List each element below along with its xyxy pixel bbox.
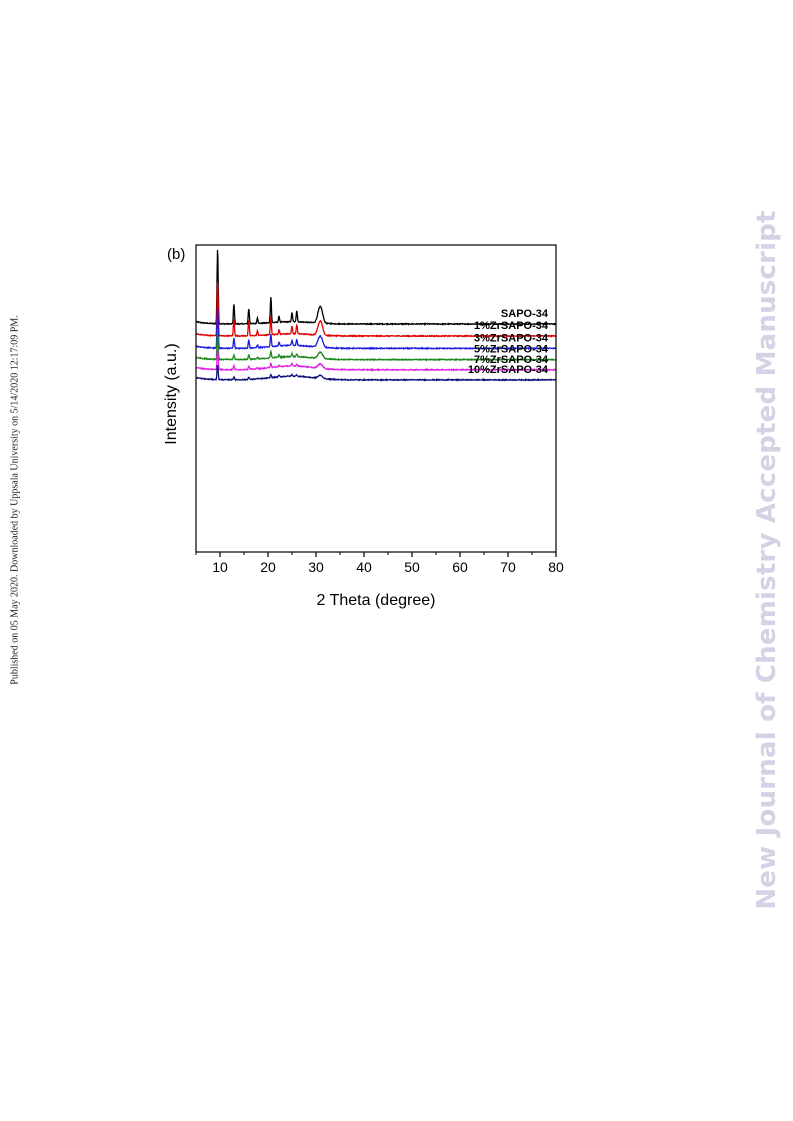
x-tick-label-5: 60 <box>452 559 468 575</box>
series-label-2: 3%ZrSAPO-34 <box>474 332 549 344</box>
journal-watermark: New Journal of Chemistry Accepted Manusc… <box>752 210 782 910</box>
series-layer <box>195 249 557 382</box>
x-tick-label-0: 10 <box>212 559 228 575</box>
y-axis-label: Intensity (a.u.) <box>163 343 180 444</box>
series-label-3: 5%ZrSAPO-34 <box>474 344 549 356</box>
series-line-0 <box>195 249 557 326</box>
x-tick-label-7: 80 <box>548 559 564 575</box>
series-line-3 <box>196 332 556 362</box>
series-label-4: 7%ZrSAPO-34 <box>474 354 549 366</box>
download-note: Published on 05 May 2020. Downloaded by … <box>9 315 21 685</box>
series-line-2 <box>195 307 556 351</box>
panel-label: (b) <box>167 246 185 263</box>
x-axis-label: 2 Theta (degree) <box>317 592 436 609</box>
xrd-chart: SAPO-341%ZrSAPO-343%ZrSAPO-345%ZrSAPO-34… <box>163 244 564 609</box>
series-label-0: SAPO-34 <box>501 308 549 320</box>
x-tick-label-2: 30 <box>308 559 324 575</box>
series-line-1 <box>195 282 557 338</box>
x-tick-label-1: 20 <box>260 559 276 575</box>
x-tick-layer: 10 20 30 40 50 60 70 80 <box>195 552 564 575</box>
x-tick-label-6: 70 <box>500 559 516 575</box>
x-tick-label-4: 50 <box>404 559 420 575</box>
series-label-layer: SAPO-341%ZrSAPO-343%ZrSAPO-345%ZrSAPO-34… <box>468 308 549 376</box>
x-tick-label-3: 40 <box>356 559 372 575</box>
plot-frame <box>195 244 557 553</box>
series-line-4 <box>195 349 557 372</box>
series-label-1: 1%ZrSAPO-34 <box>474 320 549 332</box>
axis-layer <box>195 244 557 553</box>
series-label-5: 10%ZrSAPO-34 <box>468 364 549 376</box>
series-line-5 <box>195 364 557 382</box>
